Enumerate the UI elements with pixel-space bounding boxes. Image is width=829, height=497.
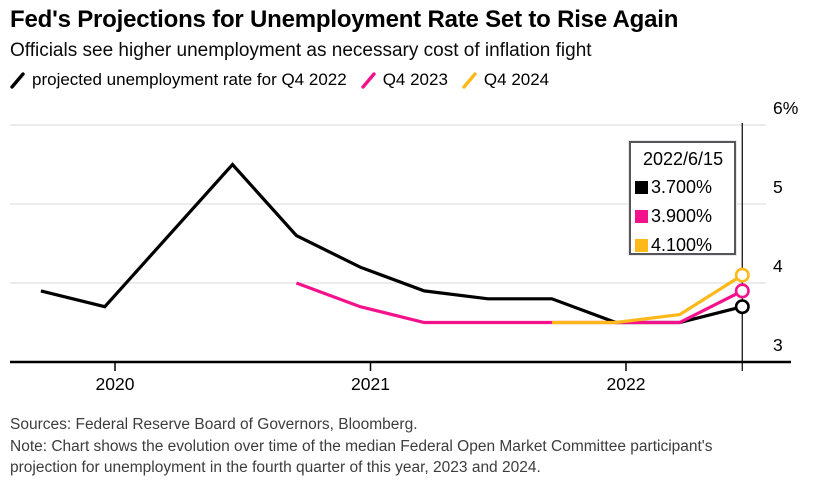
- sources-text: Sources: Federal Reserve Board of Govern…: [10, 416, 418, 433]
- tooltip-row: 4.100%: [635, 235, 734, 256]
- chart-legend: projected unemployment rate for Q4 2022 …: [10, 70, 549, 90]
- line-swatch-icon: [10, 71, 25, 89]
- y-axis-label: 6%: [773, 98, 798, 118]
- x-axis-label: 2020: [96, 374, 135, 394]
- tooltip-value: 3.900%: [651, 206, 713, 226]
- line-swatch-icon: [462, 71, 477, 89]
- end-marker-q4-2023: [734, 283, 750, 299]
- series-color-swatch: [635, 239, 648, 252]
- chart-title: Fed's Projections for Unemployment Rate …: [10, 6, 679, 33]
- x-axis-label: 2022: [607, 374, 646, 394]
- chart-plot-area[interactable]: 6% 5 4 3 2020 2021 2022: [0, 0, 829, 400]
- legend-item-q4-2024: Q4 2024: [462, 70, 549, 90]
- end-marker-q4-2024: [734, 267, 750, 283]
- legend-label: Q4 2024: [483, 70, 550, 89]
- legend-label: projected unemployment rate for Q4 2022: [32, 70, 347, 89]
- tooltip-row: 3.700%: [635, 177, 734, 198]
- legend-item-q4-2023: Q4 2023: [360, 70, 448, 90]
- line-swatch-icon: [360, 71, 376, 89]
- y-axis-label: 3: [773, 335, 783, 355]
- chart-subtitle: Officials see higher unemployment as nec…: [10, 40, 592, 61]
- series-line-q4-2024[interactable]: [551, 273, 744, 325]
- series-color-swatch: [635, 181, 648, 194]
- legend-item-q4-2022: projected unemployment rate for Q4 2022: [10, 70, 347, 90]
- x-axis-label: 2021: [351, 374, 390, 394]
- end-marker-q4-2022: [734, 299, 750, 315]
- series-line-q4-2023[interactable]: [295, 281, 744, 325]
- series-color-swatch: [635, 210, 648, 223]
- legend-label: Q4 2023: [382, 70, 448, 89]
- tooltip-date: 2022/6/15: [643, 149, 724, 169]
- chart-footer: Sources: Federal Reserve Board of Govern…: [10, 414, 778, 479]
- tooltip-value: 3.700%: [651, 177, 713, 197]
- chart-tooltip: 2022/6/15 3.700% 3.900% 4.100%: [629, 141, 736, 255]
- y-axis-label: 5: [773, 177, 783, 197]
- y-axis-label: 4: [773, 256, 783, 276]
- tooltip-value: 4.100%: [651, 235, 713, 255]
- tooltip-row: 3.900%: [635, 206, 734, 227]
- note-text: Note: Chart shows the evolution over tim…: [10, 437, 713, 477]
